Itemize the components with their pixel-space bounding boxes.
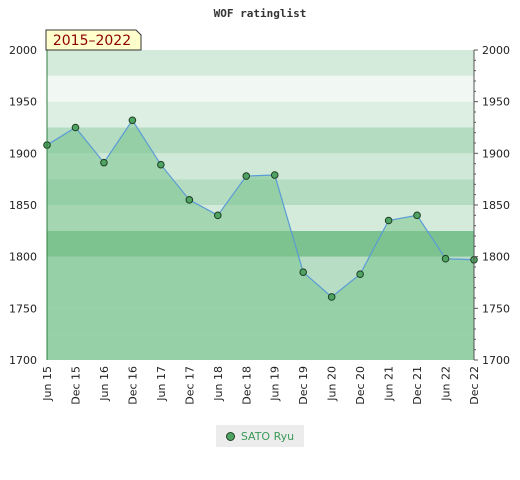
data-point	[413, 211, 421, 220]
chart-title: WOF ratinglist	[214, 7, 307, 20]
x-tick-label: Dec 20	[354, 366, 367, 405]
x-axis: Jun 15 Dec 15 Jun 16 Dec 16 Jun 17 Dec 17 Jun …	[41, 366, 481, 405]
band	[47, 75, 474, 102]
series-line	[46, 119, 475, 298]
x-tick-label: Dec 18	[240, 366, 253, 405]
data-point	[128, 116, 137, 125]
x-tick-label: Dec 15	[69, 366, 82, 405]
data-point	[214, 211, 222, 220]
range-label: 2015–2022	[53, 33, 131, 49]
range-badge: 2015–2022	[45, 29, 142, 51]
data-point	[299, 268, 308, 276]
data-point	[270, 171, 279, 179]
y-tick-label-left: 1750	[9, 302, 37, 315]
x-tick-label: Jun 19	[269, 366, 282, 402]
legend[interactable]: SATO Ryu	[216, 425, 304, 447]
y-axes: 1700 1700 1750 1750 1800 1800 1850 1850 1900 1900…	[9, 44, 510, 367]
data-point	[242, 172, 251, 180]
y-tick-label-left: 1900	[9, 147, 37, 160]
y-tick-label-right: 1900	[482, 147, 510, 160]
data-point	[356, 270, 364, 279]
legend-label: SATO Ryu	[240, 429, 295, 443]
y-tick-label-left: 1800	[9, 251, 37, 264]
data-point	[384, 216, 393, 225]
data-point	[185, 196, 194, 204]
x-tick-label: Jun 15	[41, 366, 54, 402]
x-tick-label: Jun 18	[212, 366, 225, 402]
data-point	[100, 158, 108, 167]
y-tick-label-right: 1800	[482, 251, 510, 264]
y-tick-label-right: 2000	[482, 44, 510, 57]
x-tick-label: Jun 20	[326, 366, 339, 402]
data-point	[157, 160, 165, 169]
band	[47, 50, 474, 76]
x-tick-label: Jun 21	[383, 366, 396, 402]
y-tick-label-left: 1700	[9, 354, 37, 367]
x-tick-label: Dec 17	[183, 366, 196, 405]
y-tick-label-right: 1950	[482, 96, 510, 109]
y-tick-label-right: 1850	[482, 199, 510, 212]
data-point	[441, 254, 450, 263]
y-tick-label-left: 1950	[9, 96, 37, 109]
y-tick-label-left: 2000	[9, 44, 37, 57]
x-tick-label: Dec 21	[411, 366, 424, 405]
x-tick-label: Dec 19	[297, 366, 310, 405]
data-point	[327, 293, 336, 301]
x-tick-label: Jun 17	[155, 366, 168, 402]
x-tick-label: Jun 16	[98, 366, 111, 402]
series-area	[47, 120, 474, 361]
x-tick-label: Jun 22	[440, 366, 453, 402]
y-tick-label-right: 1750	[482, 302, 510, 315]
y-tick-label-right: 1700	[482, 354, 510, 367]
x-tick-label: Dec 16	[126, 366, 139, 405]
data-point	[71, 123, 80, 132]
band	[47, 101, 474, 128]
y-tick-label-left: 1850	[9, 199, 37, 212]
legend-marker-icon	[225, 431, 235, 441]
x-tick-label: Dec 22	[468, 366, 481, 405]
band	[47, 127, 474, 154]
